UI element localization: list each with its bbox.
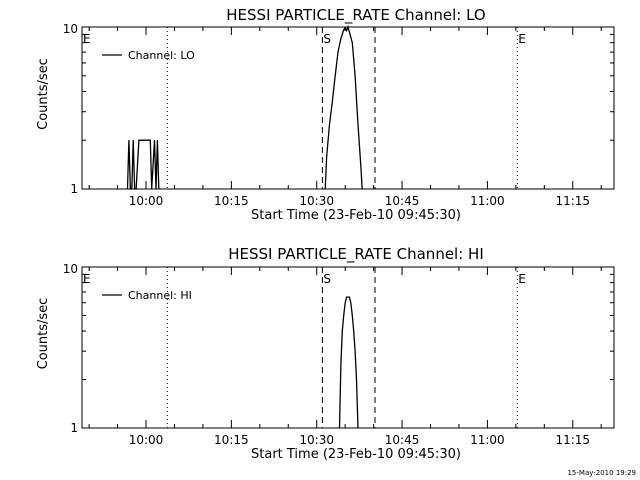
y-tick-label: 1 bbox=[70, 182, 78, 196]
x-tick-label: 10:30 bbox=[299, 433, 334, 447]
legend-label: Channel: HI bbox=[128, 289, 192, 302]
marker-label: E bbox=[83, 32, 91, 46]
y-tick-label: 10 bbox=[63, 262, 78, 276]
y-tick-label: 1 bbox=[70, 421, 78, 435]
marker-label: S bbox=[323, 32, 331, 46]
y-tick-label: 10 bbox=[63, 22, 78, 36]
x-tick-label: 10:00 bbox=[129, 433, 164, 447]
x-tick-label: 11:15 bbox=[555, 433, 590, 447]
chart-title: HESSI PARTICLE_RATE Channel: LO bbox=[226, 6, 485, 25]
x-tick-label: 11:00 bbox=[470, 194, 505, 208]
x-tick-label: 10:45 bbox=[385, 194, 420, 208]
x-tick-label: 11:00 bbox=[470, 433, 505, 447]
x-tick-label: 10:00 bbox=[129, 194, 164, 208]
marker-label: S bbox=[323, 272, 331, 286]
x-tick-label: 11:15 bbox=[555, 194, 590, 208]
marker-label: E bbox=[518, 272, 526, 286]
x-axis-label: Start Time (23-Feb-10 09:45:30) bbox=[251, 447, 461, 462]
x-tick-label: 10:45 bbox=[385, 433, 420, 447]
panel-hi: HESSI PARTICLE_RATE Channel: HI E S E 1 10 10:… bbox=[36, 245, 615, 462]
panel-lo: HESSI PARTICLE_RATE Channel: LO E S E 1 10 10:… bbox=[36, 6, 615, 223]
footer-timestamp: 15-May-2010 19:29 bbox=[567, 469, 636, 477]
series-line bbox=[338, 296, 359, 429]
plot-frame bbox=[81, 26, 615, 190]
x-tick-label: 10:15 bbox=[214, 194, 249, 208]
marker-label: E bbox=[518, 32, 526, 46]
chart-title: HESSI PARTICLE_RATE Channel: HI bbox=[228, 245, 484, 264]
series-line bbox=[126, 139, 160, 190]
x-tick-label: 10:15 bbox=[214, 433, 249, 447]
x-tick-label: 10:30 bbox=[299, 194, 334, 208]
series-line bbox=[324, 24, 363, 190]
legend-label: Channel: LO bbox=[128, 49, 195, 62]
marker-label: E bbox=[83, 272, 91, 286]
y-axis-label: Counts/sec bbox=[36, 58, 51, 130]
x-axis-label: Start Time (23-Feb-10 09:45:30) bbox=[251, 208, 461, 223]
plot-frame bbox=[81, 266, 615, 429]
y-axis-label: Counts/sec bbox=[36, 298, 51, 370]
